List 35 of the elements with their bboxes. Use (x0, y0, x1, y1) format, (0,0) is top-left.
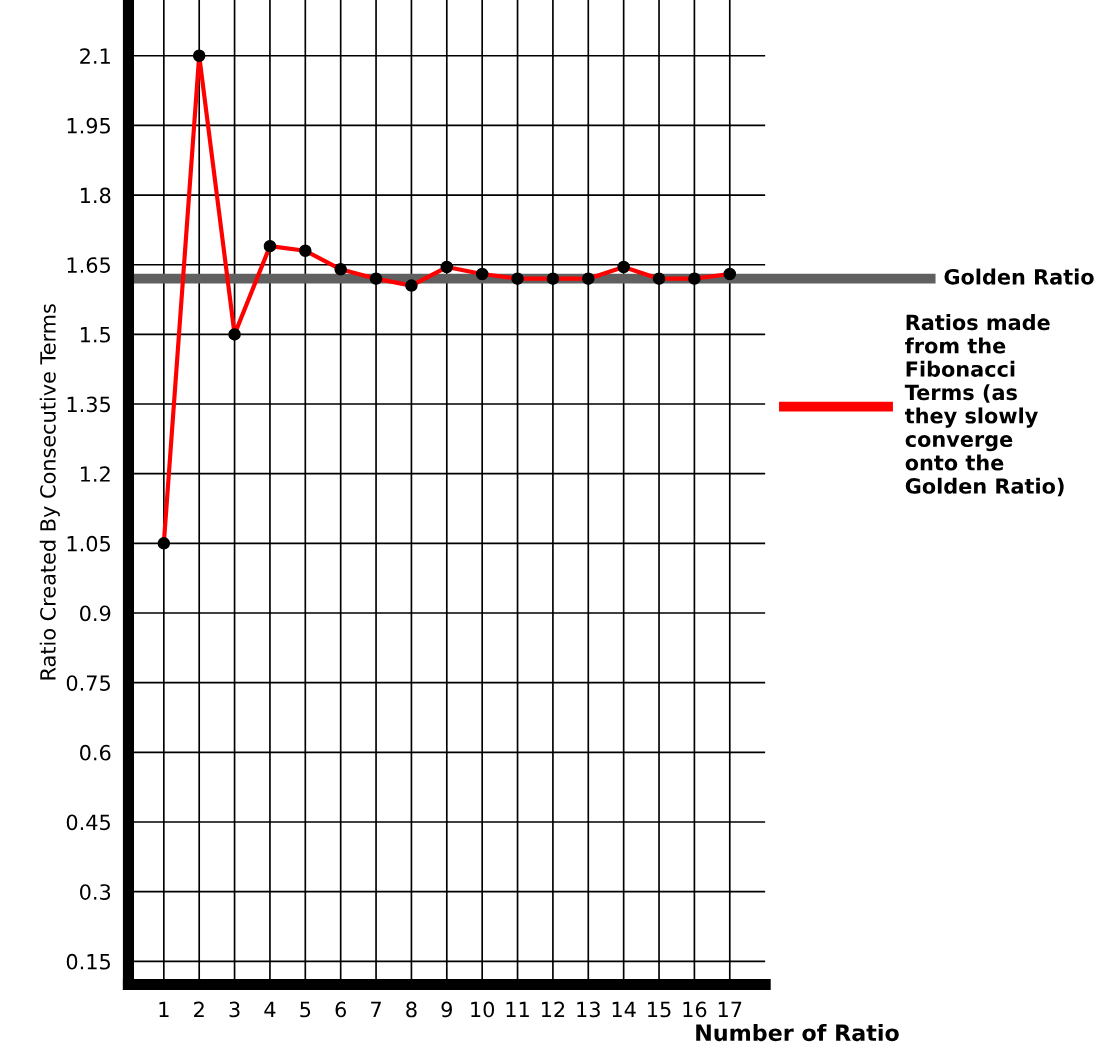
x-tick-label: 4 (264, 1001, 276, 1018)
x-tick-label: 3 (229, 1001, 240, 1018)
x-tick-label: 8 (406, 1001, 417, 1018)
x-tick-label: 10 (471, 1001, 495, 1018)
x-tick-label: 2 (194, 1001, 204, 1018)
x-tick-label: 15 (648, 1001, 671, 1018)
y-tick-label: 1.05 (67, 535, 110, 552)
x-tick-label: 7 (371, 1001, 381, 1018)
y-tick-label: 0.9 (80, 605, 111, 622)
x-tick-label: 5 (300, 1001, 311, 1018)
y-tick-label: 0.3 (80, 884, 111, 900)
x-tick-label: 17 (718, 1001, 742, 1018)
y-tick-label: 1.2 (80, 466, 110, 482)
y-tick-label: 1.8 (80, 187, 111, 204)
x-tick-label: 6 (335, 1001, 346, 1018)
y-tick-label: 1.65 (67, 257, 110, 273)
y-tick-label: 0.75 (66, 675, 110, 691)
y-tick-label: 1.35 (67, 396, 110, 413)
y-tick-label: 1.95 (67, 117, 110, 134)
x-tick-label: 16 (683, 1001, 707, 1018)
y-axis-title: Ratio Created By Consecutive Terms (39, 304, 60, 680)
x-tick-label: 13 (577, 1001, 600, 1018)
x-tick-label: 11 (506, 1001, 529, 1018)
x-tick-label: 14 (612, 1001, 636, 1018)
y-tick-label: 2.1 (80, 48, 110, 64)
y-tick-label: 0.6 (80, 744, 111, 761)
text: Ratios made from the Fibonacci Terms (as they slowly converge onto the Golden Ratio) (904, 314, 1064, 497)
ref-line-label: Golden Ratio (944, 268, 1094, 285)
x-tick-label: 12 (541, 1001, 565, 1018)
x-tick-label: 1 (159, 1001, 169, 1018)
y-tick-label: 0.15 (66, 953, 110, 970)
y-tick-label: 1.5 (80, 327, 110, 343)
x-axis-title: Number of Ratio (696, 1023, 899, 1042)
x-tick-label: 9 (441, 1001, 452, 1018)
y-tick-label: 0.45 (66, 814, 110, 831)
